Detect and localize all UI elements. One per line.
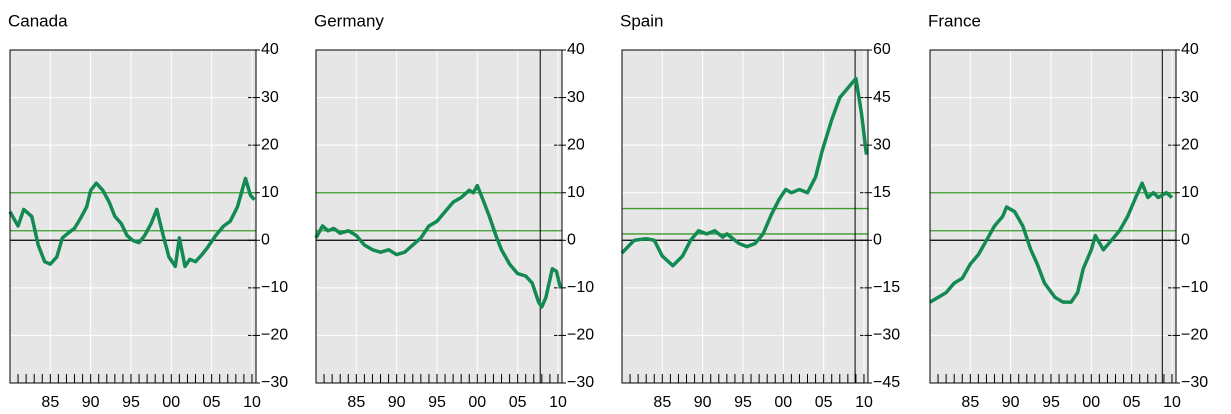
x-tick-label: 95 [428, 394, 446, 411]
x-tick-label: 90 [1002, 394, 1020, 411]
panel-title: Germany [314, 11, 384, 30]
x-tick-label: 85 [41, 394, 59, 411]
data-line [620, 76, 869, 268]
x-tick-label: 85 [961, 394, 979, 411]
y-tick-label: 20 [261, 136, 279, 153]
y-tick-label: −30 [567, 374, 594, 391]
y-tick-label: 30 [567, 89, 585, 106]
y-tick-label: −15 [873, 279, 900, 296]
x-tick-label: 00 [468, 394, 486, 411]
y-tick-label: 10 [261, 184, 279, 201]
y-tick-label: −10 [1181, 279, 1208, 296]
data-line [929, 181, 1174, 304]
y-tick-label: 60 [873, 41, 891, 58]
x-tick-label: 10 [1163, 394, 1181, 411]
x-tick-label: 90 [694, 394, 712, 411]
plot-background [622, 50, 868, 383]
y-tick-label: 30 [261, 89, 279, 106]
y-tick-label: 30 [1181, 89, 1199, 106]
y-tick-label: 0 [873, 232, 882, 249]
x-tick-label: 95 [1042, 394, 1060, 411]
y-tick-label: −20 [1181, 327, 1208, 344]
x-tick-label: 00 [774, 394, 792, 411]
plot-border [9, 49, 257, 384]
data-line [314, 183, 563, 309]
panel-title: France [928, 11, 981, 30]
x-tick-label: 90 [388, 394, 406, 411]
y-tick-label: −30 [1181, 374, 1208, 391]
y-tick-label: −20 [261, 327, 288, 344]
y-tick-label: 20 [1181, 136, 1199, 153]
plot-background [10, 50, 256, 383]
y-tick-label: 45 [873, 89, 891, 106]
y-tick-label: 40 [567, 41, 585, 58]
x-tick-label: 05 [1123, 394, 1141, 411]
x-tick-label: 00 [162, 394, 180, 411]
y-tick-label: 20 [567, 136, 585, 153]
y-tick-label: 15 [873, 184, 891, 201]
y-tick-label: −10 [567, 279, 594, 296]
x-tick-label: 10 [549, 394, 567, 411]
plot-border [315, 49, 563, 384]
x-tick-label: 85 [653, 394, 671, 411]
y-tick-label: 40 [1181, 41, 1199, 58]
x-tick-label: 10 [243, 394, 261, 411]
x-tick-label: 85 [347, 394, 365, 411]
y-tick-label: −20 [567, 327, 594, 344]
plot-border [929, 49, 1177, 384]
y-tick-label: 0 [261, 232, 270, 249]
x-tick-label: 10 [855, 394, 873, 411]
x-tick-label: 05 [203, 394, 221, 411]
data-line [8, 176, 256, 269]
plot-background [930, 50, 1176, 383]
panel-title: Canada [8, 11, 68, 30]
plot-border [621, 49, 869, 384]
y-tick-label: −10 [261, 279, 288, 296]
y-tick-label: 30 [873, 136, 891, 153]
x-tick-label: 95 [122, 394, 140, 411]
y-tick-label: −30 [873, 327, 900, 344]
x-tick-label: 05 [815, 394, 833, 411]
y-tick-label: 0 [1181, 232, 1190, 249]
y-tick-label: −45 [873, 374, 900, 391]
y-tick-label: 10 [567, 184, 585, 201]
panel-title: Spain [620, 11, 663, 30]
y-tick-label: −30 [261, 374, 288, 391]
x-tick-label: 05 [509, 394, 527, 411]
y-tick-label: 40 [261, 41, 279, 58]
y-tick-label: 10 [1181, 184, 1199, 201]
y-tick-label: 0 [567, 232, 576, 249]
x-tick-label: 00 [1082, 394, 1100, 411]
x-tick-label: 95 [734, 394, 752, 411]
x-tick-label: 90 [82, 394, 100, 411]
